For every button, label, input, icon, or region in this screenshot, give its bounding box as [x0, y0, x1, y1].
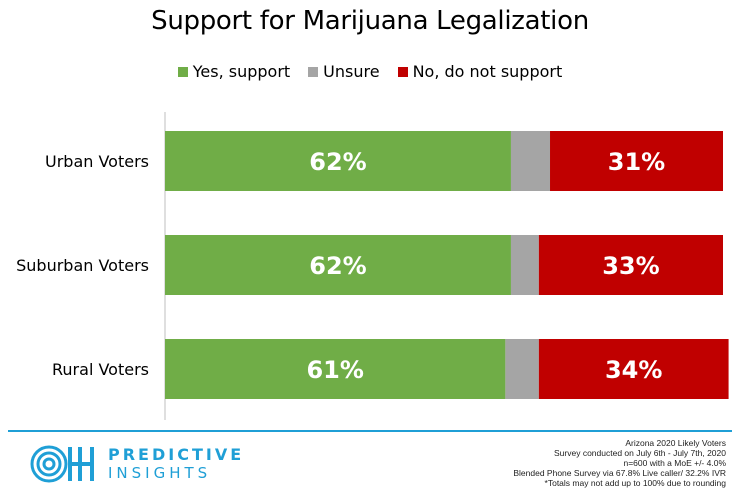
logo-text-insights: INSIGHTS — [108, 464, 212, 482]
data-label-no-do-not-support-suburban-voters: 33% — [602, 252, 659, 280]
legend-swatch-yes — [177, 66, 188, 77]
note-line: Arizona 2020 Likely Voters — [625, 438, 726, 448]
bar-yes-support-rural-voters — [165, 339, 506, 399]
data-label-no-do-not-support-rural-voters: 34% — [605, 356, 662, 384]
bar-yes-support-urban-voters — [165, 131, 511, 191]
note-line: Blended Phone Survey via 67.8% Live call… — [513, 468, 726, 478]
data-label-yes-support-suburban-voters: 62% — [309, 252, 366, 280]
bar-no-do-not-support-urban-voters — [550, 131, 723, 191]
logo-text-predictive: PREDICTIVE — [108, 445, 245, 464]
note-line: Survey conducted on July 6th - July 7th,… — [554, 448, 726, 458]
legend-label-unsure: Unsure — [323, 62, 380, 81]
chart-title: Support for Marijuana Legalization — [151, 6, 589, 36]
bar-no-do-not-support-suburban-voters — [538, 235, 723, 295]
legend-swatch-no — [397, 66, 408, 77]
bar-unsure-suburban-voters — [510, 235, 539, 295]
legend-item-unsure: Unsure — [308, 62, 380, 81]
legend-item-yes: Yes, support — [177, 62, 291, 81]
data-label-yes-support-rural-voters: 61% — [306, 356, 363, 384]
predictive-insights-logo: PREDICTIVE INSIGHTS — [28, 443, 244, 485]
category-label-urban-voters: Urban Voters — [45, 152, 149, 171]
category-label-suburban-voters: Suburban Voters — [16, 256, 149, 275]
note-line: n=600 with a MoE +/- 4.0% — [623, 458, 726, 468]
bar-unsure-urban-voters — [510, 131, 551, 191]
bar-no-do-not-support-rural-voters — [538, 339, 729, 399]
category-label-rural-voters: Rural Voters — [52, 360, 149, 379]
footer-divider — [8, 430, 732, 432]
bar-unsure-rural-voters — [505, 339, 539, 399]
legend-label-no: No, do not support — [412, 62, 563, 81]
legend-label-yes: Yes, support — [192, 62, 291, 81]
legend-swatch-unsure — [308, 66, 319, 77]
data-label-yes-support-urban-voters: 62% — [309, 148, 366, 176]
note-line: *Totals may not add up to 100% due to ro… — [544, 478, 726, 488]
survey-notes: Arizona 2020 Likely Voters Survey conduc… — [513, 438, 726, 488]
legend: Yes, support Unsure No, do not support — [0, 62, 740, 81]
oh-logo-icon — [30, 445, 94, 483]
data-label-no-do-not-support-urban-voters: 31% — [608, 148, 665, 176]
bar-yes-support-suburban-voters — [165, 235, 511, 295]
bar-chart: Urban Voters 62% 31% Suburban Voters 62% 33% R… — [16, 112, 729, 420]
legend-item-no: No, do not support — [397, 62, 563, 81]
